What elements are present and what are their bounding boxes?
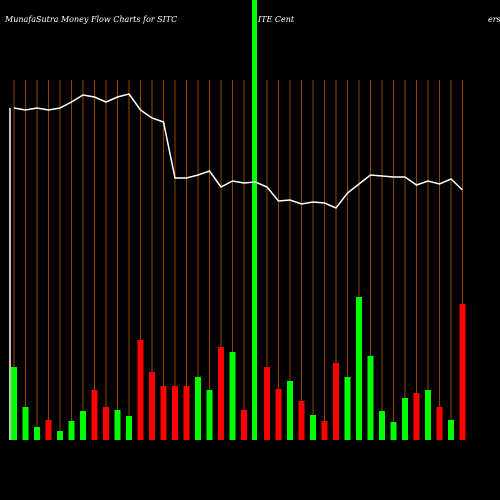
volume-bar <box>183 386 190 440</box>
volume-bar <box>91 390 98 440</box>
volume-bar <box>45 420 52 440</box>
volume-bar <box>160 386 167 440</box>
volume-bar <box>206 390 213 440</box>
volume-bar <box>11 367 17 440</box>
volume-bar <box>310 415 316 440</box>
volume-bar <box>22 407 29 440</box>
volume-bar <box>264 367 270 440</box>
volume-bar <box>218 347 224 440</box>
volume-bar <box>402 398 408 440</box>
volume-bar <box>137 340 144 440</box>
volume-bar <box>80 411 86 440</box>
volume-bar <box>114 410 121 440</box>
volume-bar <box>333 363 339 440</box>
volume-bar <box>287 381 293 440</box>
volume-bar <box>436 407 443 440</box>
volume-bar <box>413 393 420 440</box>
marker-line <box>252 0 257 440</box>
volume-bar <box>229 352 236 440</box>
volume-bar <box>356 297 362 440</box>
volume-bar <box>275 389 282 440</box>
volume-bar <box>149 372 155 440</box>
volume-bar <box>367 356 374 440</box>
volume-bar <box>126 416 132 440</box>
volume-bar <box>195 377 201 440</box>
volume-bar <box>57 431 63 440</box>
volume-bar <box>241 410 247 440</box>
volume-bar <box>379 411 385 440</box>
volume-bar <box>390 422 397 440</box>
volume-bar <box>103 407 109 440</box>
volume-bar <box>321 421 328 440</box>
volume-bar <box>298 401 305 440</box>
volume-bar <box>172 386 178 440</box>
volume-bar <box>459 304 466 440</box>
chart-title-right: ers <box>488 15 500 24</box>
volume-bar <box>425 390 431 440</box>
chart-title-middle: ITE Cent <box>257 15 295 24</box>
chart-title: MunafaSutra Money Flow Charts for SITC <box>4 15 177 24</box>
volume-bar <box>34 427 40 440</box>
volume-bar <box>448 420 454 440</box>
volume-bar <box>344 377 351 440</box>
volume-bar <box>68 421 75 440</box>
price-line <box>13 93 464 209</box>
